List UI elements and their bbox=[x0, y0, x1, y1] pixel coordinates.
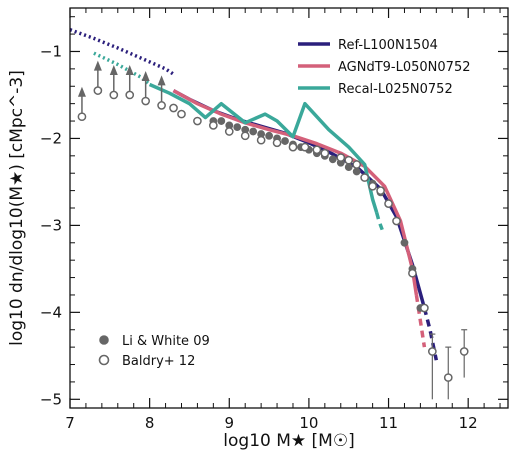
obs-legend-marker bbox=[99, 335, 109, 345]
baldry-point bbox=[420, 303, 429, 313]
lower-limit-arrow-head bbox=[93, 60, 102, 71]
y-tick-label: −1 bbox=[40, 42, 62, 60]
x-tick-label: 8 bbox=[145, 414, 155, 432]
x-axis-title: log10 M★ [M☉] bbox=[223, 431, 354, 451]
series-agndt9-l050n0752-dashed bbox=[414, 294, 427, 348]
legend-label: Ref-L100N1504 bbox=[338, 38, 438, 53]
x-tick-label: 7 bbox=[65, 414, 75, 432]
baldry-point bbox=[177, 109, 186, 119]
baldry-point bbox=[360, 173, 370, 182]
legend-label: Recal-L025N0752 bbox=[338, 82, 453, 97]
baldry-point bbox=[288, 142, 298, 152]
baldry-point bbox=[256, 135, 266, 145]
li-white-point bbox=[281, 137, 289, 145]
baldry-point bbox=[443, 373, 453, 382]
baldry-point bbox=[224, 127, 234, 136]
lower-limit-arrow-head bbox=[109, 64, 118, 75]
series-recal-l025n0752-dashed bbox=[374, 211, 384, 231]
baldry-point bbox=[427, 347, 437, 356]
lower-limit-point bbox=[125, 90, 135, 100]
li-white-point bbox=[328, 155, 337, 164]
baldry-point bbox=[336, 153, 346, 162]
baldry-point bbox=[193, 116, 202, 126]
li-white-point bbox=[217, 117, 226, 125]
baldry-point bbox=[368, 181, 377, 191]
y-tick-label: −3 bbox=[40, 216, 62, 234]
lower-limit-arrow-head bbox=[157, 75, 166, 86]
baldry-point bbox=[384, 199, 393, 209]
li-white-point bbox=[249, 127, 258, 136]
legend-label: AGNdT9-L050N0752 bbox=[338, 60, 470, 75]
baldry-point bbox=[169, 103, 178, 113]
lower-limit-arrow-head bbox=[141, 71, 150, 82]
y-axis-title: log10 dn/dlog10(M★) [cMpc^-3] bbox=[7, 70, 27, 346]
x-tick-label: 12 bbox=[459, 414, 478, 432]
lower-limit-arrow-head bbox=[125, 64, 134, 75]
li-white-point bbox=[352, 167, 361, 176]
legend: Ref-L100N1504 AGNdT9-L050N0752 Recal-L025N… bbox=[298, 38, 470, 97]
li-white-point bbox=[344, 163, 353, 172]
baldry-point bbox=[300, 142, 310, 152]
li-white-point bbox=[265, 131, 273, 140]
baldry-point bbox=[459, 347, 469, 356]
observation-layer bbox=[77, 60, 469, 400]
series-ref-l100n1504-dotted bbox=[69, 28, 175, 76]
series-recal-l025n0752-solid bbox=[148, 82, 379, 213]
y-tick-label: −4 bbox=[40, 303, 62, 321]
lower-limit-point bbox=[141, 96, 151, 106]
baldry-point bbox=[408, 268, 417, 278]
obs-legend-label: Li & White 09 bbox=[122, 334, 210, 349]
lower-limit-point bbox=[77, 112, 87, 122]
baldry-point bbox=[320, 148, 330, 158]
observation-legend: Li & White 09 Baldry+ 12 bbox=[98, 334, 210, 369]
baldry-point bbox=[392, 216, 401, 226]
y-tick-label: −5 bbox=[40, 390, 62, 408]
baldry-point bbox=[312, 145, 322, 155]
obs-legend-marker bbox=[98, 354, 110, 366]
x-tick-label: 10 bbox=[299, 414, 318, 432]
lower-limit-arrow-head bbox=[77, 86, 86, 97]
x-tick-label: 11 bbox=[379, 414, 398, 432]
baldry-point bbox=[344, 155, 354, 165]
lower-limit-point bbox=[109, 90, 119, 100]
baldry-point bbox=[352, 160, 362, 169]
lower-limit-point bbox=[93, 86, 103, 95]
baldry-point bbox=[272, 138, 282, 148]
baldry-point bbox=[376, 186, 385, 195]
baldry-point bbox=[240, 131, 250, 141]
li-white-point bbox=[400, 238, 409, 247]
y-tick-label: −2 bbox=[40, 129, 62, 147]
tick-layer: 7 8 9 10 11 12 −1 −2 −3 −4 −5 bbox=[40, 8, 508, 432]
lower-limit-point bbox=[157, 101, 166, 110]
obs-legend-label: Baldry+ 12 bbox=[122, 354, 195, 369]
li-white-point bbox=[233, 123, 242, 132]
x-tick-label: 9 bbox=[224, 414, 234, 432]
baldry-point bbox=[208, 121, 218, 130]
